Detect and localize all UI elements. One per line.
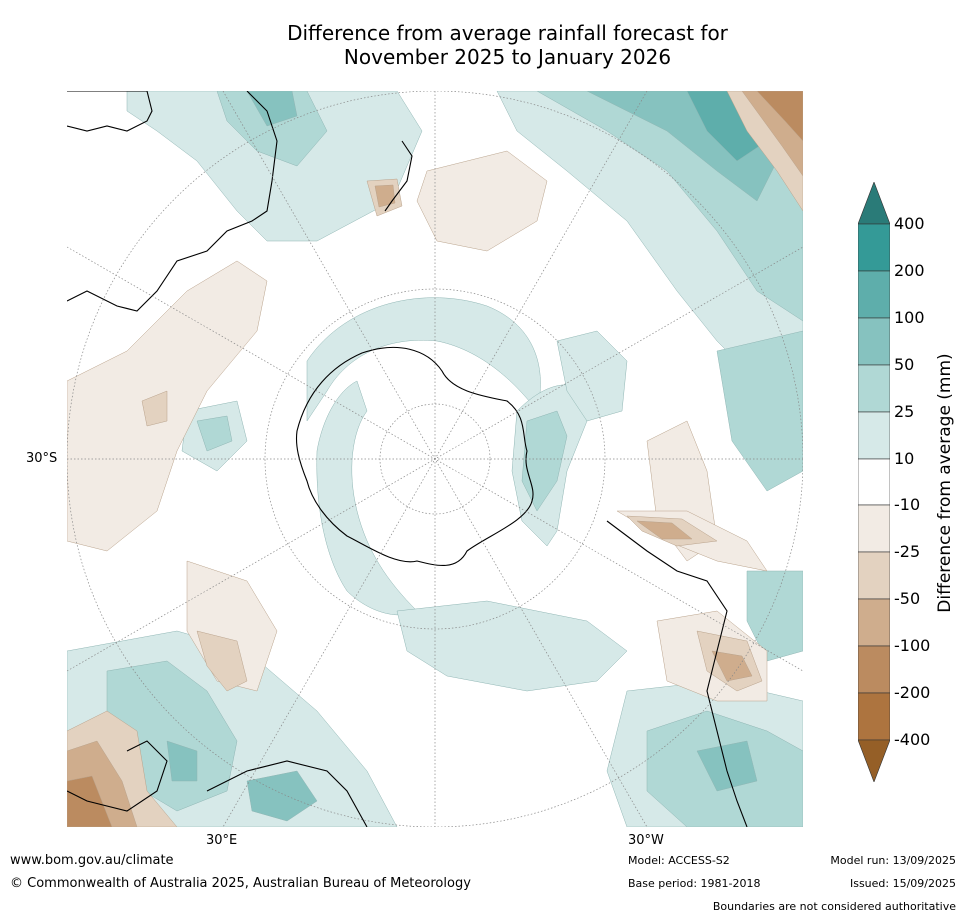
- colorbar-band-10-25: [858, 411, 890, 460]
- colorbar-band-minus25-minus50: [858, 551, 890, 600]
- map-title-line-2: November 2025 to January 2026: [343, 45, 672, 69]
- colorbar-tick: 25: [894, 402, 915, 421]
- colorbar-band-25-50: [858, 364, 890, 413]
- disclaimer-text: Boundaries are not considered authoritat…: [712, 900, 956, 913]
- colorbar-tick: 10: [894, 449, 915, 468]
- issued-text: Issued: 15/09/2025: [849, 877, 956, 890]
- colorbar-tick: -400: [894, 730, 931, 749]
- map-title: Difference from average rainfall forecas…: [70, 21, 945, 69]
- coastlines: [67, 91, 748, 827]
- colorbar-band-minus10-minus25: [858, 504, 890, 553]
- colorbar-band-minus200-minus400: [858, 692, 890, 741]
- colorbar-tick: 400: [894, 214, 925, 233]
- colorbar-tick: -10: [894, 495, 921, 514]
- colorbar-band-minus100-minus200: [858, 645, 890, 694]
- colorbar-tick: -100: [894, 636, 931, 655]
- longitude-label-30e: 30°E: [206, 833, 238, 848]
- colorbar: [858, 182, 890, 782]
- colorbar-tick: -200: [894, 683, 931, 702]
- map-title-line-1: Difference from average rainfall forecas…: [287, 21, 728, 45]
- copyright-text: © Commonwealth of Australia 2025, Austra…: [10, 876, 471, 891]
- colorbar-tick: -25: [894, 542, 921, 561]
- colorbar-band-neutral: [858, 458, 890, 506]
- longitude-label-30w: 30°W: [628, 833, 664, 848]
- colorbar-min-arrow: [858, 739, 890, 782]
- graticule: [67, 91, 803, 827]
- rainfall-anomaly-map: [67, 91, 803, 827]
- base-period-text: Base period: 1981-2018: [628, 877, 761, 890]
- model-run-text: Model run: 13/09/2025: [830, 854, 956, 867]
- colorbar-tick: 50: [894, 355, 915, 374]
- wet-anomaly-regions: [67, 91, 803, 827]
- model-text: Model: ACCESS-S2: [628, 854, 730, 867]
- website-link[interactable]: www.bom.gov.au/climate: [10, 853, 174, 868]
- dry-anomaly-regions: [67, 91, 803, 827]
- latitude-label-30s: 30°S: [26, 451, 58, 466]
- colorbar-band-minus50-minus100: [858, 598, 890, 647]
- colorbar-tick: 200: [894, 261, 925, 280]
- colorbar-band-200-400: [858, 223, 890, 272]
- colorbar-tick: -50: [894, 589, 921, 608]
- colorbar-title: Difference from average (mm): [935, 353, 955, 613]
- colorbar-tick: 100: [894, 308, 925, 327]
- colorbar-max-arrow: [858, 182, 890, 225]
- map-canvas: [67, 91, 803, 827]
- colorbar-band-50-100: [858, 317, 890, 366]
- colorbar-band-100-200: [858, 270, 890, 319]
